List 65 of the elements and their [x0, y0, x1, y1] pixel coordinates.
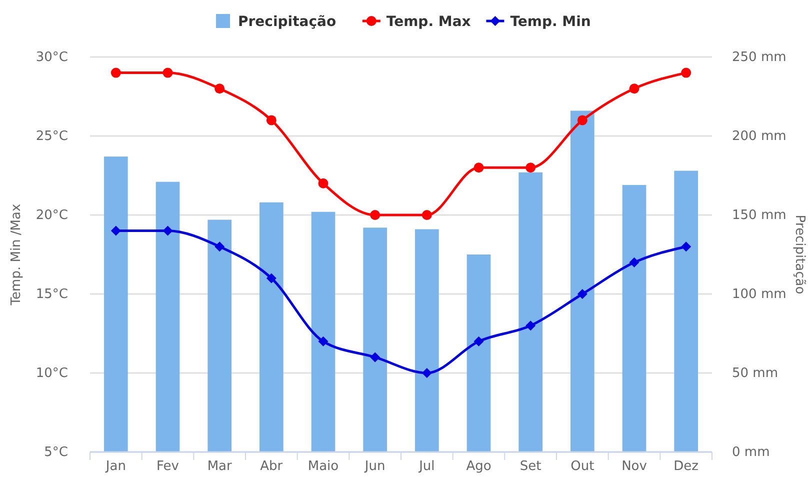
point — [110, 226, 121, 236]
point — [629, 257, 640, 268]
y2-tick-label: 0 mm — [732, 445, 770, 460]
point — [214, 242, 225, 252]
y2-tick-label: 150 mm — [732, 208, 786, 223]
bar — [674, 170, 698, 452]
point — [110, 68, 121, 78]
x-tick-label: Abr — [260, 459, 284, 474]
legend-label: Temp. Min — [510, 14, 591, 30]
y2-tick-label: 250 mm — [732, 50, 786, 65]
point — [474, 162, 484, 173]
x-tick-label: Ago — [466, 459, 492, 474]
point — [318, 178, 328, 188]
y-tick-label: 5°C — [44, 445, 68, 460]
point — [162, 68, 173, 78]
point — [681, 68, 692, 78]
bar — [622, 184, 646, 452]
point — [214, 84, 225, 94]
point — [266, 273, 276, 284]
point — [629, 84, 640, 94]
bar — [208, 220, 232, 452]
point — [681, 242, 692, 252]
point — [318, 336, 328, 346]
y-tick-label: 30°C — [36, 50, 68, 65]
point — [162, 226, 173, 236]
bar — [466, 254, 491, 452]
x-tick-label: Jul — [418, 459, 435, 474]
x-tick-label: Jan — [104, 459, 126, 474]
bar — [156, 182, 180, 452]
bar — [518, 172, 543, 452]
y2-tick-label: 100 mm — [732, 287, 786, 302]
legend-label: Temp. Max — [386, 14, 471, 30]
x-tick-label: Fev — [156, 459, 180, 474]
bar — [570, 110, 594, 452]
point — [526, 320, 536, 331]
point — [266, 115, 276, 126]
y-tick-label: 15°C — [36, 287, 68, 302]
point — [422, 210, 432, 220]
x-tick-label: Nov — [622, 459, 648, 474]
y2-axis-title: Precipitação — [792, 214, 807, 294]
y-tick-label: 20°C — [36, 208, 68, 223]
legend-label: Precipitação — [238, 14, 336, 30]
point — [526, 162, 536, 173]
y-tick-label: 10°C — [36, 366, 68, 381]
x-tick-label: Mar — [207, 459, 232, 474]
x-tick-label: Out — [570, 459, 594, 474]
y-tick-label: 25°C — [36, 129, 68, 144]
x-tick-label: Jun — [364, 459, 386, 474]
y2-tick-label: 200 mm — [732, 129, 786, 144]
bar — [104, 156, 128, 452]
point — [577, 115, 588, 126]
point — [370, 352, 380, 362]
x-tick-label: Set — [520, 459, 542, 474]
y-axis-title: Temp. Min /Max — [9, 204, 24, 306]
bar — [311, 212, 336, 452]
bar — [259, 202, 284, 452]
y2-tick-label: 50 mm — [732, 366, 778, 381]
point — [422, 368, 432, 378]
bar — [414, 229, 439, 452]
point — [370, 210, 380, 220]
point — [474, 336, 484, 346]
x-tick-label: Maio — [308, 459, 339, 474]
x-tick-label: Dez — [674, 459, 699, 474]
point — [577, 289, 588, 299]
bar — [363, 228, 388, 452]
